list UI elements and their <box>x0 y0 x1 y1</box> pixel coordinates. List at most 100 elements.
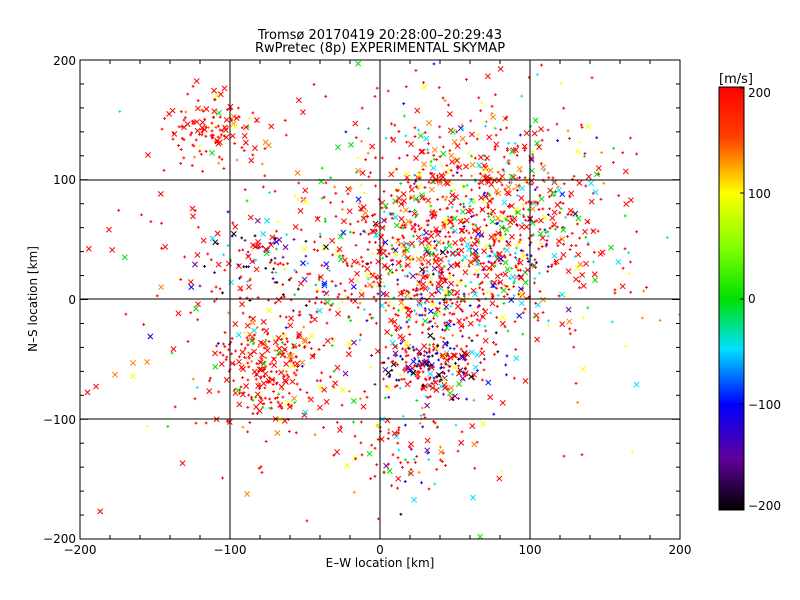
data-point-cross <box>242 139 249 146</box>
data-point-plus <box>449 226 453 230</box>
data-point-cross <box>608 244 614 251</box>
data-point-plus <box>490 104 494 108</box>
data-point-plus <box>444 307 447 311</box>
data-point-plus <box>453 188 457 192</box>
data-point-cross <box>288 353 295 360</box>
data-point-plus <box>447 103 450 107</box>
data-point-cross <box>403 340 410 347</box>
data-point-plus <box>432 252 436 256</box>
data-point-cross <box>249 337 256 344</box>
data-point-cross <box>259 352 266 359</box>
data-point-plus <box>572 174 576 178</box>
data-point-plus <box>194 421 198 425</box>
data-point-plus <box>334 284 338 288</box>
data-point-plus <box>397 130 401 133</box>
data-point-cross <box>396 195 402 202</box>
data-point-plus <box>326 266 329 270</box>
data-point-cross <box>311 316 318 323</box>
data-point-cross <box>480 420 487 427</box>
data-point-cross <box>253 117 260 124</box>
data-point-plus <box>417 370 421 374</box>
data-point-plus <box>393 123 397 127</box>
data-point-cross <box>187 279 194 286</box>
data-point-plus <box>349 187 353 191</box>
data-point-plus <box>374 156 378 160</box>
data-point-plus <box>627 272 631 276</box>
data-point-plus <box>239 275 243 279</box>
data-point-plus <box>439 445 442 449</box>
data-point-plus <box>272 390 276 393</box>
data-point-plus <box>396 189 400 193</box>
data-point-plus <box>482 357 486 361</box>
data-point-plus <box>400 245 404 249</box>
data-point-plus <box>331 253 335 257</box>
data-point-cross <box>428 232 435 239</box>
data-point-plus <box>387 431 391 435</box>
data-point-plus <box>403 223 407 227</box>
data-point-plus <box>406 460 410 464</box>
data-point-plus <box>388 300 391 304</box>
data-point-plus <box>412 458 416 461</box>
data-point-plus <box>281 283 285 286</box>
data-point-cross <box>536 144 543 150</box>
data-point-plus <box>309 347 313 350</box>
data-point-plus <box>409 184 412 188</box>
data-point-plus <box>432 343 435 346</box>
data-point-plus <box>381 256 385 260</box>
data-point-cross <box>577 261 584 268</box>
data-point-cross <box>484 155 491 162</box>
data-point-plus <box>243 346 247 350</box>
data-point-plus <box>439 335 443 339</box>
data-point-plus <box>421 263 425 267</box>
data-point-plus <box>396 282 400 286</box>
data-point-plus <box>261 245 265 248</box>
data-point-plus <box>438 125 442 129</box>
data-point-plus <box>218 128 222 132</box>
data-point-plus <box>397 156 401 160</box>
data-point-cross <box>582 228 588 235</box>
data-point-plus <box>259 376 263 380</box>
data-point-plus <box>344 130 348 134</box>
data-point-plus <box>280 337 284 341</box>
data-point-plus <box>546 230 550 234</box>
data-point-plus <box>413 230 417 234</box>
data-point-plus <box>283 118 287 122</box>
data-point-plus <box>271 277 275 280</box>
data-point-cross <box>218 361 225 368</box>
data-point-cross <box>244 491 251 497</box>
data-point-plus <box>409 447 413 451</box>
data-point-plus <box>413 294 416 298</box>
data-point-plus <box>246 280 250 283</box>
data-point-plus <box>245 336 249 340</box>
data-point-plus <box>160 221 163 225</box>
data-point-cross <box>274 430 281 436</box>
data-point-plus <box>248 299 252 302</box>
data-point-plus <box>476 305 480 309</box>
data-point-cross <box>568 190 575 197</box>
data-point-plus <box>399 341 403 345</box>
data-point-plus <box>305 391 309 395</box>
data-point-plus <box>474 156 477 160</box>
data-point-plus <box>482 368 486 372</box>
data-point-plus <box>531 150 534 153</box>
data-point-plus <box>613 288 617 292</box>
data-point-cross <box>317 384 324 391</box>
data-point-cross <box>590 228 597 235</box>
data-point-cross <box>510 174 517 181</box>
data-point-cross <box>171 130 178 137</box>
data-point-plus <box>471 222 475 226</box>
data-point-plus <box>433 482 437 486</box>
data-point-cross <box>237 285 244 292</box>
data-point-cross <box>497 279 504 286</box>
data-point-plus <box>422 81 425 85</box>
data-point-plus <box>373 94 377 98</box>
data-point-plus <box>572 345 576 349</box>
data-point-plus <box>374 321 378 325</box>
data-point-plus <box>459 278 463 282</box>
data-point-cross <box>523 130 530 137</box>
data-point-cross <box>240 366 246 373</box>
data-point-cross <box>282 244 289 251</box>
data-point-plus <box>313 433 317 437</box>
data-point-plus <box>329 201 333 205</box>
data-point-plus <box>429 280 433 284</box>
